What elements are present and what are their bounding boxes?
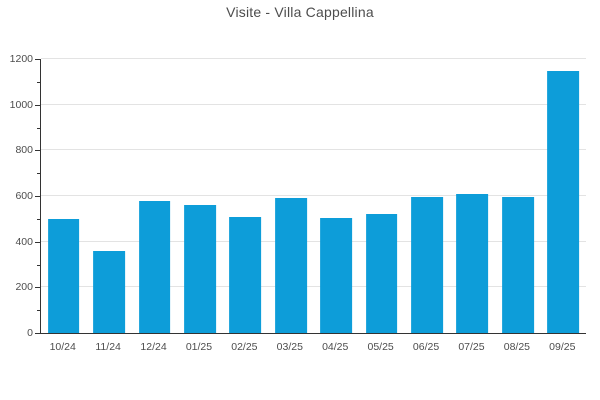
bar-03-25	[274, 198, 307, 333]
y-gridline	[41, 149, 586, 151]
x-tick-label: 07/25	[458, 341, 485, 353]
y-tick-label: 800	[15, 144, 33, 157]
y-minor-tick	[37, 127, 40, 129]
x-tick-label: 06/25	[412, 341, 440, 353]
bar-08-25	[501, 196, 534, 333]
bar-06-25	[411, 196, 443, 333]
y-tick-label: 200	[15, 281, 33, 294]
bar-07-25	[456, 194, 489, 333]
y-minor-tick	[37, 173, 40, 175]
bar-04-25	[320, 218, 353, 333]
bar-11-24	[93, 250, 126, 333]
y-major-tick	[35, 287, 40, 289]
y-gridline	[41, 103, 586, 105]
y-minor-tick	[37, 218, 40, 220]
bar-10-24	[47, 218, 80, 333]
y-tick-label: 1000	[9, 98, 33, 111]
y-major-tick	[35, 241, 40, 243]
x-tick-label: 04/25	[322, 341, 349, 353]
x-tick-label: 01/25	[185, 341, 213, 353]
y-gridline	[41, 240, 586, 242]
y-minor-tick	[37, 310, 40, 312]
x-tick-label: 05/25	[367, 341, 394, 353]
y-tick-label: 0	[27, 327, 33, 339]
x-tick-label: 10/24	[49, 341, 76, 353]
y-tick-label: 600	[15, 190, 33, 202]
y-major-tick	[35, 196, 40, 197]
y-minor-tick	[37, 264, 40, 266]
bar-01-25	[184, 204, 216, 333]
bar-09-25	[547, 70, 580, 333]
x-tick-label: 09/25	[549, 341, 576, 353]
y-major-tick	[35, 59, 40, 60]
plot-area	[40, 58, 586, 334]
y-major-tick	[35, 104, 40, 106]
x-tick-label: 08/25	[503, 341, 531, 353]
y-gridline	[41, 58, 586, 59]
x-tick-label: 11/24	[95, 341, 121, 353]
y-gridline	[41, 195, 586, 196]
y-major-tick	[35, 333, 40, 334]
y-minor-tick	[37, 81, 40, 83]
x-tick-label: 12/24	[140, 341, 167, 353]
y-tick-label: 1200	[9, 53, 33, 65]
bar-05-25	[365, 213, 398, 333]
x-tick-label: 03/25	[276, 341, 303, 353]
y-major-tick	[35, 150, 40, 152]
y-tick-label: 400	[15, 235, 33, 248]
y-gridline	[41, 286, 586, 288]
bar-02-25	[229, 216, 262, 333]
bar-12-24	[138, 200, 171, 333]
x-tick-label: 02/25	[231, 341, 258, 353]
chart-title: Visite - Villa Cappellina	[226, 4, 374, 20]
